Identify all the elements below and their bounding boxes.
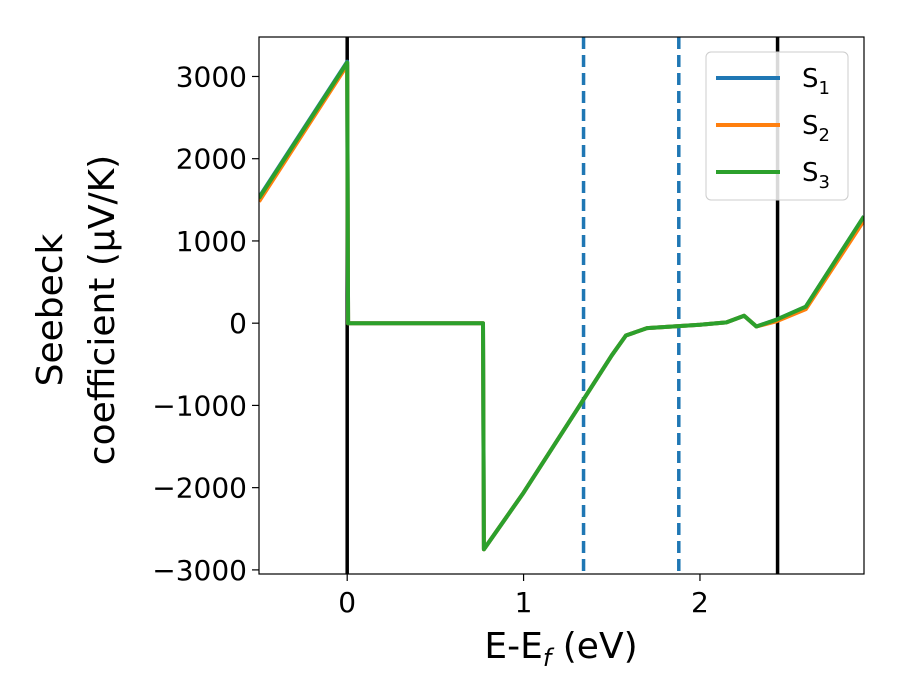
y-axis-ticks: −3000 −2000 −1000 0 1000 2000 3000 bbox=[152, 60, 259, 587]
data-series bbox=[259, 59, 864, 552]
y-tick-label-0: −3000 bbox=[152, 554, 247, 587]
legend-label-S3: S3 bbox=[802, 158, 830, 193]
y-tick-label-4: 1000 bbox=[176, 225, 247, 258]
y-tick-label-1: −2000 bbox=[152, 472, 247, 505]
legend-label-S2: S2 bbox=[802, 111, 830, 146]
y-axis-label-line2: coefficient (μV/K) bbox=[82, 155, 123, 465]
plot-frame bbox=[258, 36, 865, 575]
x-axis-label: E-Ef (eV) bbox=[484, 626, 637, 672]
y-axis-label: Seebeck coefficient (μV/K) bbox=[30, 155, 123, 465]
legend-label-S1: S1 bbox=[802, 64, 830, 99]
x-axis-label-main: E-E bbox=[484, 626, 542, 667]
x-tick-label-2: 2 bbox=[691, 586, 709, 619]
x-axis-ticks: 0 1 2 bbox=[338, 574, 709, 619]
x-axis-label-unit: (eV) bbox=[551, 626, 637, 667]
x-tick-label-0: 0 bbox=[338, 586, 356, 619]
y-tick-label-6: 3000 bbox=[176, 60, 247, 93]
legend: S1 S2 S3 bbox=[705, 51, 849, 201]
y-tick-label-3: 0 bbox=[229, 307, 247, 340]
y-tick-label-5: 2000 bbox=[176, 143, 247, 176]
y-tick-label-2: −1000 bbox=[152, 389, 247, 422]
x-tick-label-1: 1 bbox=[515, 586, 533, 619]
series-line-S3 bbox=[259, 60, 864, 552]
y-axis-label-line1: Seebeck bbox=[30, 233, 71, 386]
